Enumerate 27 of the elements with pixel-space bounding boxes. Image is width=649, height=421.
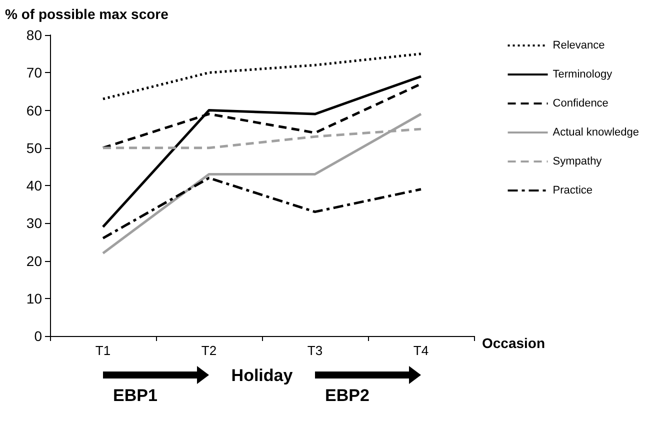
- line-series: [102, 52, 422, 100]
- legend-label: Sympathy: [552, 156, 602, 168]
- text: Holiday: [231, 366, 294, 385]
- legend-label: Actual knowledge: [552, 126, 640, 138]
- x-tick-label: T2: [201, 343, 217, 358]
- x-axis-title: Occasion: [482, 335, 546, 351]
- y-tick-label: 80: [26, 27, 42, 43]
- y-tick-label: 0: [34, 328, 42, 344]
- line-series: [102, 176, 422, 240]
- x-tick-label: T3: [307, 343, 323, 358]
- legend-label: Relevance: [552, 40, 605, 52]
- y-tick-label: 70: [26, 64, 42, 81]
- y-tick-label: 60: [26, 102, 42, 118]
- text: EBP2: [325, 386, 370, 405]
- line-series: [102, 75, 422, 228]
- text: EBP1: [113, 386, 158, 405]
- legend-label: Practice: [552, 184, 593, 196]
- legend-label: Confidence: [552, 98, 608, 110]
- y-tick-label: 30: [26, 215, 42, 232]
- x-tick-label: T4: [413, 343, 429, 358]
- y-tick-label: 20: [26, 252, 42, 269]
- y-tick-label: 50: [26, 140, 42, 156]
- y-tick-label: 10: [26, 290, 42, 306]
- y-axis-title: % of possible max score: [5, 6, 169, 22]
- legend-label: Terminology: [552, 68, 613, 80]
- y-tick-label: 40: [26, 178, 42, 194]
- x-tick-label: T1: [95, 343, 111, 358]
